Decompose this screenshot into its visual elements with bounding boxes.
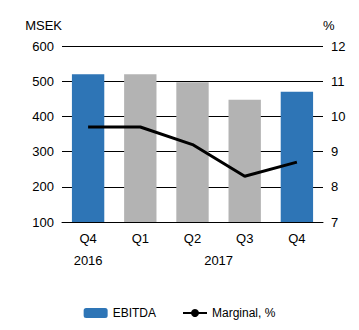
svg-text:2017: 2017 bbox=[204, 253, 233, 268]
svg-text:12: 12 bbox=[331, 39, 345, 54]
svg-text:%: % bbox=[323, 18, 335, 33]
svg-text:Q2: Q2 bbox=[184, 231, 201, 246]
svg-text:Q4: Q4 bbox=[79, 231, 96, 246]
svg-text:100: 100 bbox=[32, 215, 54, 230]
svg-text:600: 600 bbox=[32, 39, 54, 54]
svg-text:2016: 2016 bbox=[74, 253, 103, 268]
svg-text:500: 500 bbox=[32, 74, 54, 89]
svg-text:Q4: Q4 bbox=[288, 231, 305, 246]
svg-text:Q3: Q3 bbox=[236, 231, 253, 246]
svg-text:11: 11 bbox=[331, 74, 345, 89]
svg-text:Q1: Q1 bbox=[132, 231, 149, 246]
svg-text:10: 10 bbox=[331, 109, 345, 124]
svg-text:200: 200 bbox=[32, 179, 54, 194]
svg-text:MSEK: MSEK bbox=[25, 18, 62, 33]
svg-text:400: 400 bbox=[32, 109, 54, 124]
svg-text:9: 9 bbox=[331, 144, 338, 159]
svg-text:300: 300 bbox=[32, 144, 54, 159]
svg-text:Marginal, %: Marginal, % bbox=[212, 306, 276, 320]
svg-text:7: 7 bbox=[331, 215, 338, 230]
svg-text:EBITDA: EBITDA bbox=[113, 306, 156, 320]
svg-text:8: 8 bbox=[331, 179, 338, 194]
